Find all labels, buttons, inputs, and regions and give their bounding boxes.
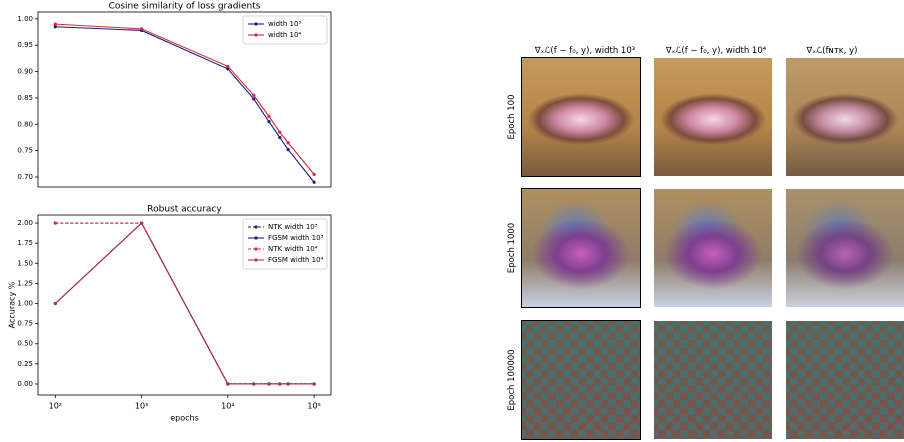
data-point <box>278 382 281 385</box>
y-tick-label: 0.90 <box>17 68 33 76</box>
data-point <box>140 221 143 224</box>
x-axis-label: epochs <box>170 414 199 423</box>
image <box>654 189 772 307</box>
x-tick-label: 10⁴ <box>221 402 234 411</box>
y-axis-label: Accuracy % <box>8 281 17 328</box>
data-point <box>226 382 229 385</box>
series-line <box>55 24 314 174</box>
data-point <box>54 221 57 224</box>
column-header: ∇ₓℒ(f − f₀, y), width 10⁴ <box>666 46 766 56</box>
legend-label: NTK width 10³ <box>268 223 318 231</box>
y-tick-label: 1.75 <box>17 239 33 247</box>
x-tick-label: 10³ <box>135 402 148 411</box>
chart-title: Robust accuracy <box>147 205 222 215</box>
row-label: Epoch 100 <box>507 95 517 140</box>
data-point <box>252 382 255 385</box>
data-point <box>313 173 316 176</box>
image <box>522 189 640 307</box>
legend-marker <box>254 225 257 228</box>
y-tick-label: 0.80 <box>17 120 33 128</box>
series-line <box>55 27 314 182</box>
page: Cosine similarity of loss gradients 0.70 0… <box>0 0 904 442</box>
image <box>654 321 772 439</box>
y-tick-label: 0.95 <box>17 41 33 49</box>
row-label: Epoch 1000 <box>507 223 517 273</box>
image <box>654 58 772 176</box>
data-point <box>54 23 57 26</box>
legend-label: FGSM width 10³ <box>268 234 324 242</box>
legend-marker <box>254 258 257 261</box>
image <box>786 189 904 307</box>
y-tick-label: 0.25 <box>17 360 33 368</box>
y-tick-label: 1.50 <box>17 259 33 267</box>
data-point <box>278 136 281 139</box>
data-point <box>287 382 290 385</box>
legend-label: NTK width 10⁴ <box>268 245 318 253</box>
image <box>786 58 904 176</box>
y-tick-label: 0.50 <box>17 340 33 348</box>
data-point <box>267 382 270 385</box>
legend-marker <box>254 247 257 250</box>
y-tick-label: 0.75 <box>17 320 33 328</box>
data-point <box>140 27 143 30</box>
data-point <box>252 94 255 97</box>
image <box>522 58 640 176</box>
y-tick-label: 1.00 <box>17 300 33 308</box>
data-point <box>313 382 316 385</box>
data-point <box>252 97 255 100</box>
y-tick-label: 1.25 <box>17 279 33 287</box>
column-header: ∇ₓℒ(f − f₀, y), width 10³ <box>535 46 635 56</box>
y-tick-label: 0.70 <box>17 173 33 181</box>
image <box>522 321 640 439</box>
chart-title: Cosine similarity of loss gradients <box>109 2 261 12</box>
legend-label: width 10³ <box>268 20 301 28</box>
x-tick-label: 10² <box>49 402 62 411</box>
y-tick-label: 1.00 <box>17 15 33 23</box>
row-label: Epoch 100000 <box>507 349 517 410</box>
legend-label: width 10⁴ <box>268 31 301 39</box>
column-header: ∇ₓℒ(fɴᴛᴋ, y) <box>807 46 858 56</box>
data-point <box>287 148 290 151</box>
data-point <box>226 65 229 68</box>
legend-marker <box>254 22 257 25</box>
y-tick-label: 0.75 <box>17 147 33 155</box>
data-point <box>313 181 316 184</box>
y-tick-label: 2.00 <box>17 219 33 227</box>
data-point <box>278 131 281 134</box>
x-tick-label: 10⁵ <box>307 402 320 411</box>
legend-label: FGSM width 10⁴ <box>268 256 324 264</box>
image <box>786 321 904 439</box>
data-point <box>267 120 270 123</box>
legend-marker <box>254 236 257 239</box>
charts: Cosine similarity of loss gradients 0.70 0… <box>0 0 480 442</box>
data-point <box>287 141 290 144</box>
y-tick-label: 0.85 <box>17 94 33 102</box>
legend-marker <box>254 33 257 36</box>
y-tick-label: 0.00 <box>17 380 33 388</box>
data-point <box>54 302 57 305</box>
data-point <box>267 115 270 118</box>
